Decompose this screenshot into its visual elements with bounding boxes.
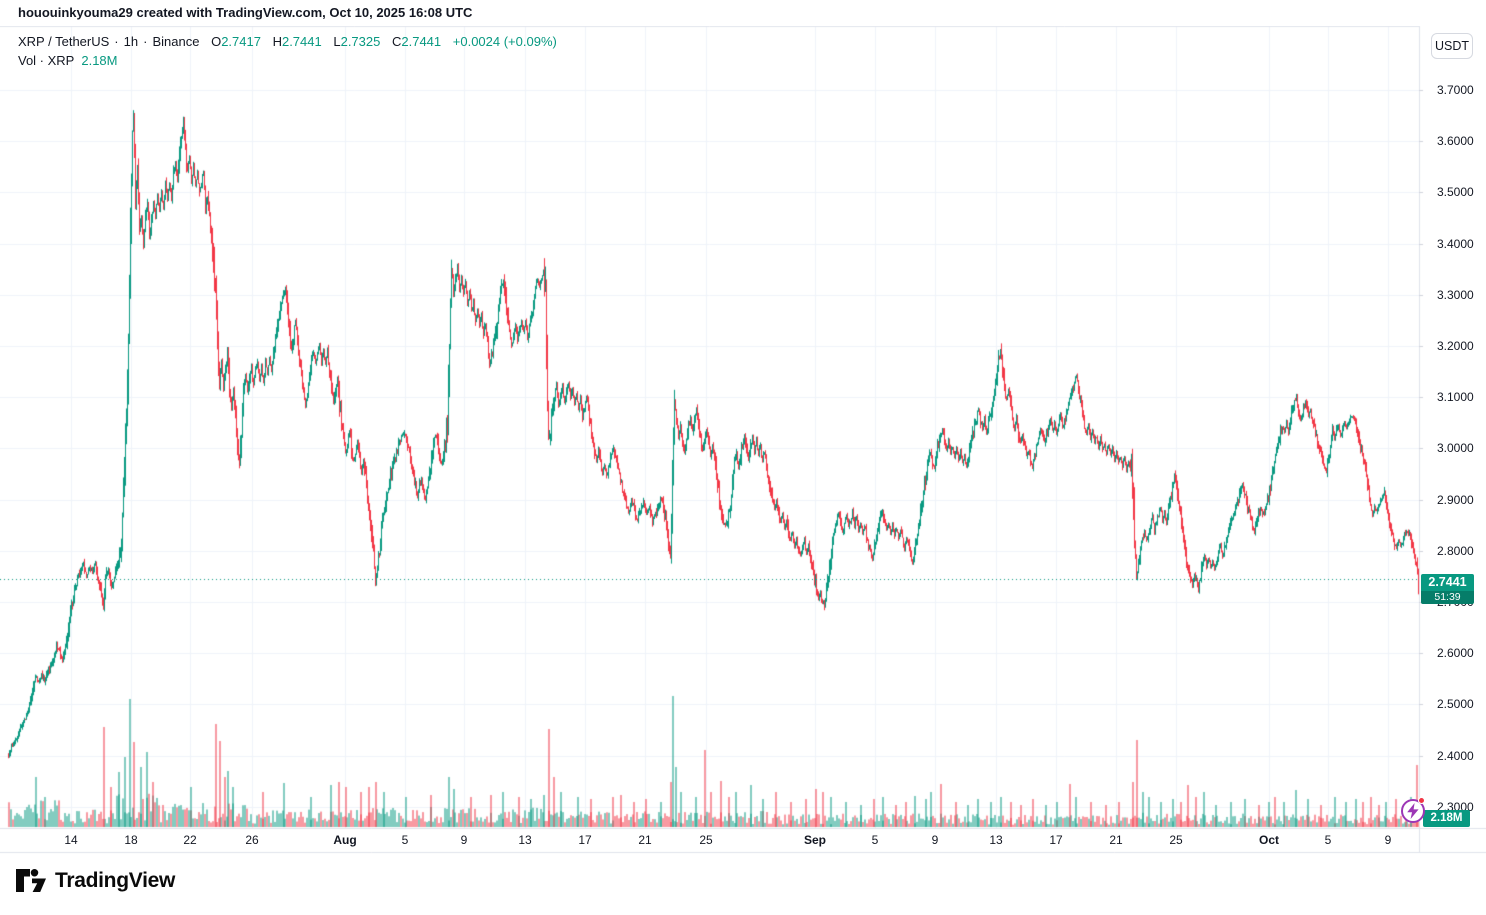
boost-button[interactable] (1401, 797, 1425, 823)
time-tick-label: 17 (578, 833, 592, 847)
price-tick-label: 3.4000 (1437, 236, 1474, 251)
tradingview-logo[interactable]: TradingView (16, 869, 175, 893)
time-tick-label: 9 (1384, 833, 1392, 847)
time-tick-label: 22 (183, 833, 197, 847)
price-tick-label: 2.4000 (1437, 748, 1474, 763)
time-tick-label: 9 (931, 833, 939, 847)
time-tick-label: 14 (64, 833, 78, 847)
bar-countdown: 51:39 (1421, 591, 1474, 604)
price-tick-label: 3.3000 (1437, 287, 1474, 302)
time-tick-label: Sep (803, 833, 827, 847)
ohlc-close: C2.7441 (392, 34, 441, 49)
time-tick-label: 26 (245, 833, 259, 847)
open-label: O (211, 34, 222, 49)
open-value: 2.7417 (221, 34, 261, 49)
time-tick-label: 5 (871, 833, 879, 847)
time-tick-label: 13 (518, 833, 532, 847)
last-price-badge: 2.7441 51:39 (1421, 574, 1474, 604)
interval-label[interactable]: 1h (123, 34, 139, 49)
low-label: L (333, 34, 341, 49)
symbol-title[interactable]: XRP / TetherUS (18, 34, 110, 49)
time-tick-label: 5 (1324, 833, 1332, 847)
price-tick-label: 2.6000 (1437, 646, 1474, 661)
ohlc-low: L2.7325 (333, 34, 380, 49)
exchange-label: Binance (152, 34, 200, 49)
time-tick-label: Oct (1258, 833, 1280, 847)
price-tick-label: 2.9000 (1437, 492, 1474, 507)
lightning-icon (1407, 803, 1419, 819)
last-price-value: 2.7441 (1428, 575, 1467, 589)
notification-dot (1418, 797, 1425, 804)
legend-row-volume: Vol · XRP 2.18M (18, 53, 557, 69)
ohlc-high: H2.7441 (273, 34, 322, 49)
time-tick-label: 17 (1049, 833, 1063, 847)
price-tick-label: 3.2000 (1437, 339, 1474, 353)
time-axis[interactable]: 14 18 22 26 Aug 5 9 13 17 21 25 Sep 5 9 13 17 21 25 Oct 5 9 (0, 828, 1486, 852)
price-tick-label: 2.5000 (1437, 697, 1474, 712)
time-tick-label: 5 (401, 833, 409, 847)
high-value: 2.7441 (281, 34, 322, 49)
time-tick-label: 13 (989, 833, 1003, 847)
volume-axis-badge: 2.18M (1423, 810, 1470, 827)
ohlc-open: O2.7417 (211, 34, 261, 49)
time-tick-label: 21 (1109, 833, 1123, 847)
low-value: 2.7325 (340, 34, 381, 49)
currency-toggle-button[interactable]: USDT (1431, 33, 1473, 59)
time-tick-label: 9 (460, 833, 468, 847)
price-tick-label: 3.6000 (1437, 134, 1474, 149)
change-value: +0.0024 (+0.09%) (452, 34, 557, 49)
time-tick-label: 25 (699, 833, 713, 847)
brand-name: TradingView (55, 869, 176, 892)
attribution-bar: hououinkyouma29 created with TradingView… (0, 0, 1486, 26)
close-label: C (391, 34, 402, 49)
high-label: H (272, 34, 282, 49)
time-tick-label: 25 (1169, 833, 1183, 847)
price-tick-label: 3.1000 (1437, 390, 1474, 405)
time-tick-label: Aug (333, 833, 357, 847)
time-tick-label: 18 (124, 833, 138, 847)
price-tick-label: 3.7000 (1437, 83, 1474, 97)
tradingview-mark-icon (16, 869, 46, 893)
separator-dot: · (143, 34, 148, 49)
legend-row-main: XRP / TetherUS · 1h · Binance O2.7417 H2.744… (18, 34, 557, 50)
close-value: 2.7441 (401, 34, 442, 49)
separator-dot: · (114, 34, 119, 49)
boost-ring (1401, 799, 1425, 823)
price-axis[interactable]: 3.7000 3.6000 3.5000 3.4000 3.3000 3.2000 3.10… (1419, 26, 1486, 828)
volume-label: Vol · XRP (18, 53, 75, 68)
volume-value: 2.18M (81, 53, 118, 68)
price-tick-label: 3.5000 (1437, 185, 1474, 200)
price-tick-label: 3.0000 (1437, 441, 1474, 456)
chart-legend: XRP / TetherUS · 1h · Binance O2.7417 H2.744… (18, 34, 557, 69)
price-tick-label: 2.8000 (1437, 543, 1474, 558)
time-tick-label: 21 (638, 833, 652, 847)
attribution-text: hououinkyouma29 created with TradingView… (18, 5, 473, 20)
